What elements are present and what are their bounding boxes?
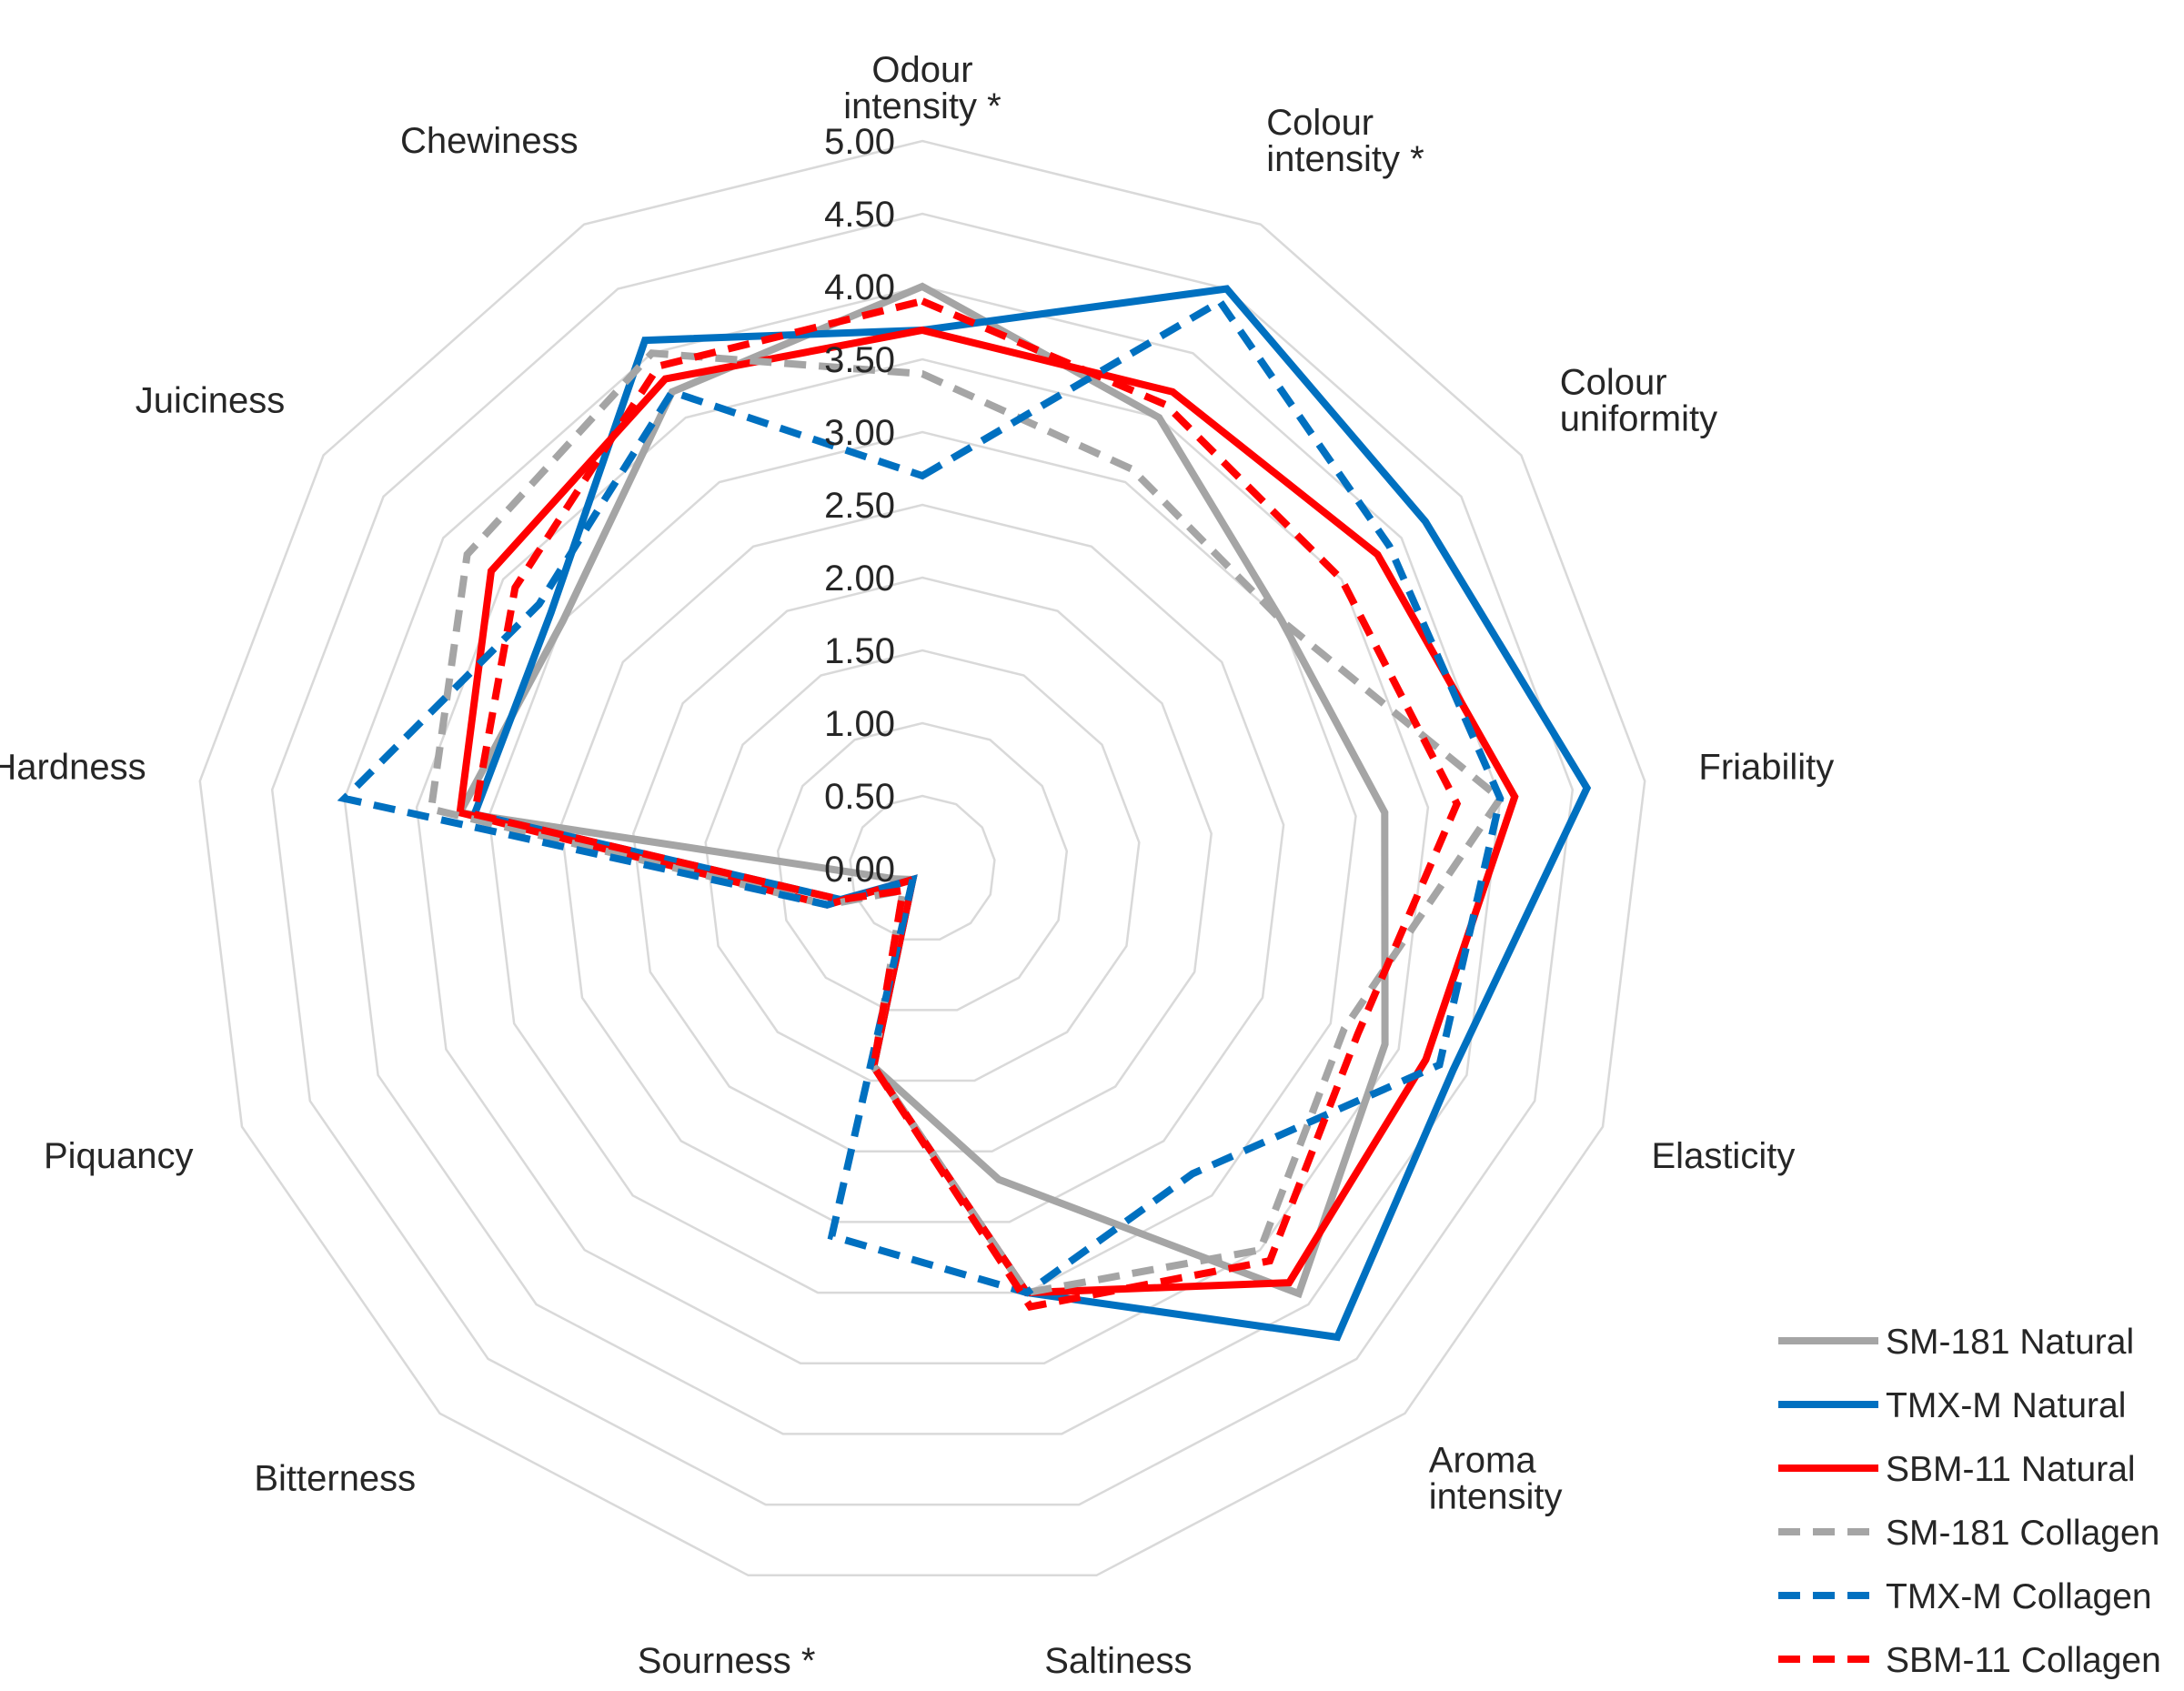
tick-label: 2.00 (824, 559, 895, 599)
axis-label: Juiciness (136, 381, 286, 421)
axis-label: Chewiness (400, 121, 579, 161)
grid-ring (270, 212, 1575, 1506)
axis-label: Aroma (1429, 1441, 1537, 1481)
axis-label: intensity * (843, 86, 1001, 126)
legend-label: SBM-11 Collagen (1886, 1641, 2161, 1680)
axis-label: Piquancy (44, 1136, 194, 1176)
axis-label: Elasticity (1652, 1136, 1796, 1176)
grid-ring (343, 285, 1502, 1435)
legend: SM-181 Natural TMX-M Natural SBM-11 Natura… (1778, 1323, 2161, 1680)
axis-label: Hardness (0, 748, 146, 788)
legend-label: TMX-M Collagen (1886, 1577, 2152, 1616)
axis-label: Saltiness (1044, 1641, 1192, 1681)
tick-label: 1.50 (824, 631, 895, 671)
grid (198, 139, 1646, 1577)
series-line-tmx-m-collagen (337, 297, 1505, 1297)
series-line-sbm-11-natural (456, 326, 1519, 1297)
grid-ring (704, 649, 1141, 1082)
axis-label: Colour (1560, 363, 1667, 403)
series-line-sm-181-natural (454, 282, 1389, 1299)
tick-label: 2.50 (824, 486, 895, 526)
axis-label: Colour (1266, 103, 1374, 143)
tick-label: 3.00 (824, 413, 895, 453)
series-line-sbm-11-collagen (469, 297, 1462, 1312)
legend-label: SM-181 Collagen (1886, 1514, 2159, 1553)
tick-label: 4.50 (824, 195, 895, 235)
axis-label: intensity * (1266, 139, 1424, 179)
series-group (337, 282, 1592, 1342)
axis-label: uniformity (1560, 399, 1717, 439)
tick-label: 3.50 (824, 340, 895, 380)
axis-label: intensity (1429, 1477, 1563, 1517)
grid-ring (849, 794, 996, 941)
legend-label: SBM-11 Natural (1886, 1450, 2136, 1489)
axis-label: Friability (1698, 748, 1834, 788)
grid-ring (776, 721, 1069, 1012)
legend-label: SM-181 Natural (1886, 1323, 2134, 1362)
legend-label: TMX-M Natural (1886, 1386, 2126, 1425)
axis-label: Odour (871, 50, 972, 90)
tick-label: 5.00 (824, 122, 895, 162)
grid-ring (632, 576, 1213, 1152)
series-line-sm-181-collagen (427, 349, 1505, 1297)
tick-label: 0.50 (824, 777, 895, 817)
axis-label: Sourness * (638, 1641, 816, 1681)
axis-label: Bitterness (254, 1459, 416, 1499)
grid-ring (198, 139, 1646, 1577)
tick-label: 1.00 (824, 704, 895, 744)
tick-labels: 0.00 0.50 1.00 1.50 2.00 2.50 3.00 3.50 4.00 4.50… (824, 122, 895, 890)
grid-ring (559, 503, 1285, 1223)
tick-label: 4.00 (824, 267, 895, 307)
grid-ring (488, 430, 1357, 1294)
tick-label: 0.00 (824, 850, 895, 890)
